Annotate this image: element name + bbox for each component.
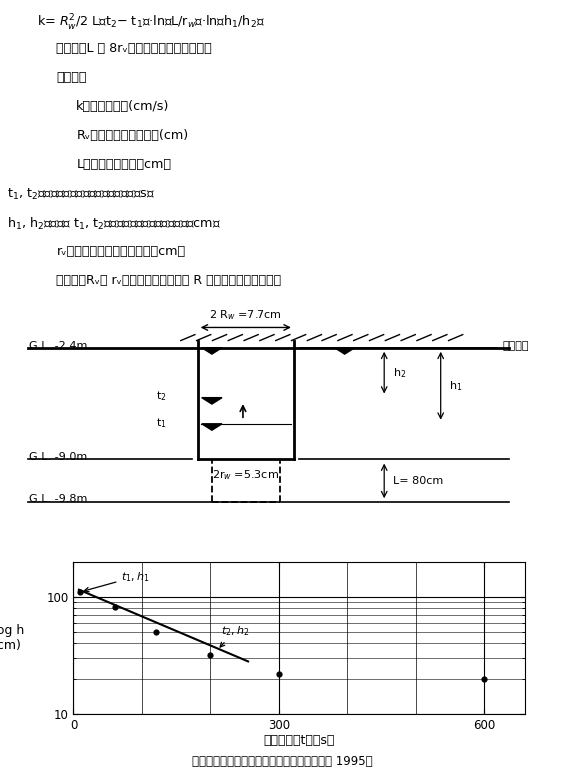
- Text: rᵥ；　試験区間の削孔半径（cm）: rᵥ； 試験区間の削孔半径（cm）: [56, 246, 186, 258]
- Text: G.L. -9.8m: G.L. -9.8m: [29, 495, 88, 505]
- Point: [206, 648, 215, 661]
- Text: G.L. -9.0m: G.L. -9.0m: [29, 452, 88, 462]
- Point: [480, 672, 489, 685]
- Text: t$_2$: t$_2$: [156, 389, 167, 403]
- Text: k= $R_w^2$/2 L（t$_2$− t$_1$）·ln（L/r$_w$）·ln（h$_1$/h$_2$）: k= $R_w^2$/2 L（t$_2$− t$_1$）·ln（L/r$_w$）…: [37, 13, 264, 34]
- Polygon shape: [334, 348, 355, 354]
- X-axis label: 経過時間　t　（s）: 経過時間 t （s）: [264, 734, 335, 747]
- Text: t$_1$: t$_1$: [156, 416, 167, 430]
- Text: $t_1, h_1$: $t_1, h_1$: [84, 569, 150, 592]
- Point: [76, 586, 85, 598]
- Text: L；　試験区間長（cm）: L； 試験区間長（cm）: [76, 158, 171, 172]
- Text: h$_1$: h$_1$: [449, 379, 463, 392]
- Text: （注）：Rᵥと rᵥが等しいとして共に R と表現する式もある。: （注）：Rᵥと rᵥが等しいとして共に R と表現する式もある。: [56, 275, 281, 287]
- Text: 2 R$_w$ =7.7cm: 2 R$_w$ =7.7cm: [210, 308, 282, 322]
- Text: t$_1$, t$_2$；　直線部分の２点における時間（s）: t$_1$, t$_2$； 直線部分の２点における時間（s）: [7, 187, 155, 203]
- Polygon shape: [202, 348, 222, 354]
- Text: h$_2$: h$_2$: [393, 366, 406, 380]
- Text: L= 80cm: L= 80cm: [393, 476, 443, 486]
- Text: 2r$_w$ =5.3cm: 2r$_w$ =5.3cm: [212, 468, 279, 481]
- Y-axis label: Log h
(cm): Log h (cm): [0, 624, 24, 651]
- Text: Rᵥ；　ケーシング半径(cm): Rᵥ； ケーシング半径(cm): [76, 129, 188, 142]
- Text: 自然水位: 自然水位: [503, 342, 529, 352]
- Point: [110, 601, 119, 613]
- Polygon shape: [202, 398, 222, 404]
- Text: 図３　現場透水試験の例（関東地質業協会， 1995）: 図３ 現場透水試験の例（関東地質業協会， 1995）: [192, 755, 373, 768]
- Text: h$_1$, h$_2$；　時刻 t$_1$, t$_2$における平衡水位との水位差（cm）: h$_1$, h$_2$； 時刻 t$_1$, t$_2$における平衡水位との水…: [7, 216, 221, 232]
- Text: $t_2, h_2$: $t_2, h_2$: [220, 624, 249, 647]
- Text: k；　透水係数(cm/s): k； 透水係数(cm/s): [76, 101, 170, 113]
- Text: G.L. -2.4m: G.L. -2.4m: [29, 342, 88, 352]
- Point: [151, 626, 160, 638]
- Text: ただし、L ＞ 8rᵥを確保するものとする。: ただし、L ＞ 8rᵥを確保するものとする。: [56, 42, 212, 55]
- Point: [275, 668, 284, 680]
- Text: ここに、: ここに、: [56, 71, 87, 84]
- Polygon shape: [202, 424, 222, 431]
